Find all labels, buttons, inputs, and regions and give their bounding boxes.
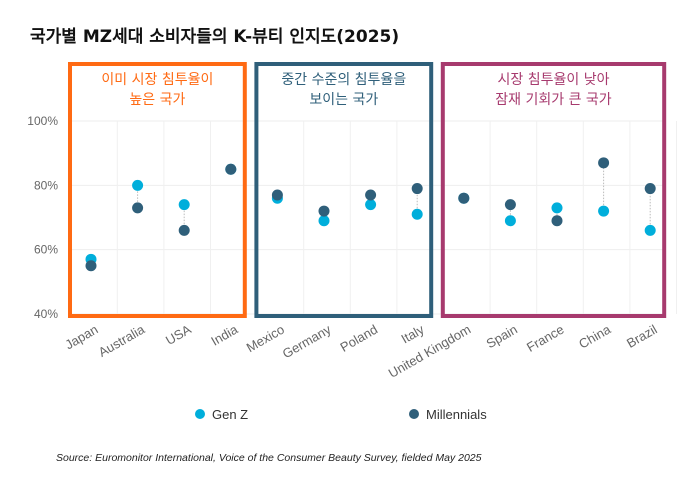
data-point-genz xyxy=(318,215,330,227)
data-point-millennials xyxy=(551,215,563,227)
data-point-genz xyxy=(365,199,377,211)
data-point-millennials xyxy=(411,183,423,195)
chart-title: 국가별 MZ세대 소비자들의 K-뷰티 인지도(2025) xyxy=(30,27,400,47)
group-label: 이미 시장 침투율이 xyxy=(101,72,213,88)
data-point-millennials xyxy=(178,224,190,236)
data-point-millennials xyxy=(458,192,470,204)
x-tick-label: Brazil xyxy=(624,322,660,351)
data-point-genz xyxy=(644,224,656,236)
data-point-millennials xyxy=(225,163,237,175)
data-point-millennials xyxy=(271,189,283,201)
data-point-millennials xyxy=(644,183,656,195)
x-tick-label: India xyxy=(208,321,241,348)
legend-marker xyxy=(409,409,419,419)
x-tick-label: China xyxy=(576,321,614,351)
group-label: 잠재 기회가 큰 국가 xyxy=(495,92,612,108)
group-label: 높은 국가 xyxy=(129,92,185,108)
group-box xyxy=(68,62,247,318)
group-label: 시장 침투율이 낮아 xyxy=(498,72,610,88)
y-tick-label: 40% xyxy=(34,307,58,321)
data-point-genz xyxy=(504,215,516,227)
data-point-millennials xyxy=(85,260,97,272)
x-tick-label: Italy xyxy=(399,321,428,346)
data-point-genz xyxy=(132,179,144,191)
data-point-millennials xyxy=(132,202,144,214)
group-box xyxy=(440,62,667,318)
x-tick-label: Australia xyxy=(96,321,148,360)
legend-marker xyxy=(195,409,205,419)
data-point-genz xyxy=(551,202,563,214)
data-point-millennials xyxy=(504,199,516,211)
x-tick-label: United Kingdom xyxy=(386,322,474,381)
x-tick-label: Japan xyxy=(62,322,100,353)
group-label: 중간 수준의 침투율을 xyxy=(281,72,406,88)
x-tick-label: Spain xyxy=(484,322,520,352)
y-tick-label: 60% xyxy=(34,243,58,257)
data-point-millennials xyxy=(365,189,377,201)
x-tick-label: Poland xyxy=(338,322,381,355)
data-point-millennials xyxy=(598,157,610,169)
legend-label: Gen Z xyxy=(212,407,248,422)
x-tick-label: France xyxy=(524,322,567,355)
data-point-genz xyxy=(411,208,423,220)
y-tick-label: 80% xyxy=(34,178,58,192)
group-label: 보이는 국가 xyxy=(309,92,378,108)
source-note: Source: Euromonitor International, Voice… xyxy=(56,452,482,464)
data-point-genz xyxy=(178,199,190,211)
data-point-millennials xyxy=(318,205,330,217)
x-tick-label: Germany xyxy=(280,321,334,361)
y-tick-label: 100% xyxy=(27,114,58,128)
legend-label: Millennials xyxy=(426,407,487,422)
group-box xyxy=(254,62,434,318)
x-tick-label: USA xyxy=(163,321,194,348)
data-point-genz xyxy=(598,205,610,217)
